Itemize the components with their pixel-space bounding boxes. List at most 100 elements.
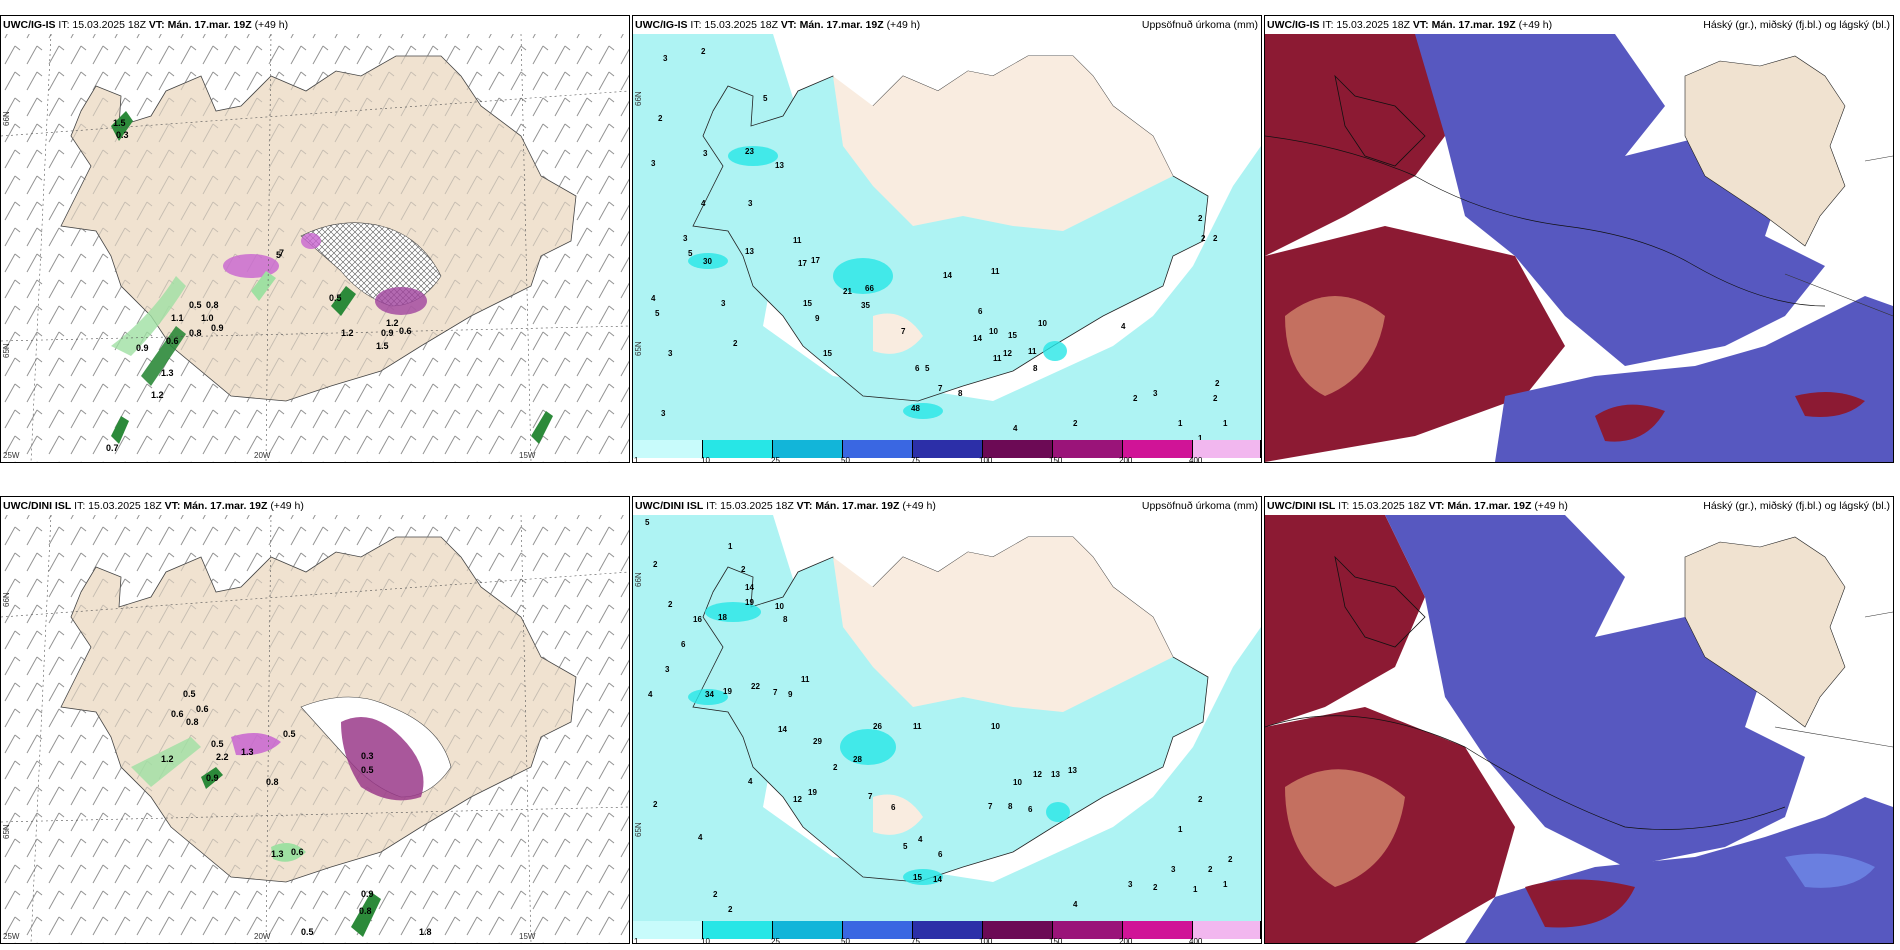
svg-text:9: 9: [788, 690, 793, 699]
scale-swatch: [983, 440, 1053, 458]
svg-text:2: 2: [728, 905, 733, 914]
svg-text:0.6: 0.6: [171, 709, 184, 719]
svg-text:7: 7: [279, 248, 284, 258]
wind-map-panel-row1: UWC/IG-IS IT: 15.03.2025 18Z VT: Mán. 17…: [0, 15, 630, 463]
svg-text:4: 4: [651, 294, 656, 303]
scale-swatch: [1053, 440, 1123, 458]
scale-label: 150: [1049, 456, 1063, 463]
scale-label: 25: [771, 456, 780, 463]
svg-text:5: 5: [655, 309, 660, 318]
panel-header: UWC/DINI ISL IT: 15.03.2025 18Z VT: Mán.…: [3, 500, 304, 512]
svg-text:14: 14: [943, 271, 952, 280]
lat-label-65n: 65N: [634, 341, 643, 356]
precip-title: Uppsöfnuð úrkoma (mm): [1141, 500, 1258, 512]
svg-text:11: 11: [801, 675, 810, 684]
svg-text:2: 2: [1208, 865, 1213, 874]
svg-text:2: 2: [741, 565, 746, 574]
svg-text:0.8: 0.8: [186, 717, 199, 727]
scale-label: 10: [701, 937, 710, 944]
scale-swatch: [1123, 921, 1193, 939]
scale-swatch: [1193, 921, 1261, 939]
scale-swatch: [633, 921, 703, 939]
svg-text:2: 2: [833, 763, 838, 772]
svg-text:2: 2: [668, 600, 673, 609]
svg-text:7: 7: [901, 327, 906, 336]
svg-text:12: 12: [1003, 349, 1012, 358]
svg-text:1: 1: [1178, 419, 1183, 428]
svg-text:11: 11: [913, 722, 922, 731]
cloud-title: Háský (gr.), miðský (fj.bl.) og lágský (…: [1703, 19, 1890, 31]
svg-text:3: 3: [1171, 865, 1176, 874]
panel-header: UWC/IG-IS IT: 15.03.2025 18Z VT: Mán. 17…: [635, 19, 921, 31]
lat-label-66n: 66N: [634, 91, 643, 106]
svg-text:0.8: 0.8: [359, 906, 372, 916]
svg-text:8: 8: [1008, 802, 1013, 811]
svg-text:2: 2: [1213, 394, 1218, 403]
precip-map: 5 2 1 2 2 14 19 10 16 18 8 6 3 4 34 19 2…: [633, 515, 1261, 923]
svg-text:13: 13: [775, 161, 784, 170]
svg-text:8: 8: [1033, 364, 1038, 373]
svg-text:6: 6: [681, 640, 686, 649]
svg-text:5: 5: [925, 364, 930, 373]
lon-label-15w: 15W: [519, 451, 536, 460]
scale-swatch: [1123, 440, 1193, 458]
svg-text:12: 12: [793, 795, 802, 804]
svg-text:2: 2: [1198, 214, 1203, 223]
svg-text:2: 2: [658, 114, 663, 123]
svg-text:17: 17: [811, 256, 820, 265]
svg-text:4: 4: [701, 199, 706, 208]
wind-precip-map: 0.5 0.6 0.6 0.8 0.5 1.2 2.2 1.3 0.5 0.9 …: [1, 514, 629, 943]
svg-text:0.9: 0.9: [381, 328, 394, 338]
svg-text:7: 7: [938, 384, 943, 393]
scale-label: 100: [979, 456, 993, 463]
svg-text:4: 4: [1013, 424, 1018, 433]
svg-text:4: 4: [698, 833, 703, 842]
svg-text:11: 11: [991, 267, 1000, 276]
svg-text:35: 35: [861, 301, 870, 310]
svg-text:30: 30: [703, 257, 712, 266]
wind-map-panel-row2: UWC/DINI ISL IT: 15.03.2025 18Z VT: Mán.…: [0, 496, 630, 944]
scale-swatch: [843, 921, 913, 939]
svg-text:34: 34: [705, 690, 714, 699]
svg-text:10: 10: [991, 722, 1000, 731]
svg-text:0.7: 0.7: [106, 443, 119, 453]
svg-text:0.6: 0.6: [166, 336, 179, 346]
scale-swatch: [1053, 921, 1123, 939]
svg-text:15: 15: [823, 349, 832, 358]
lat-label-66n: 66N: [2, 111, 11, 126]
svg-text:26: 26: [873, 722, 882, 731]
svg-text:3: 3: [721, 299, 726, 308]
svg-text:0.5: 0.5: [329, 293, 342, 303]
scale-label: 400: [1189, 937, 1203, 944]
svg-text:15: 15: [803, 299, 812, 308]
svg-text:0.3: 0.3: [361, 751, 374, 761]
svg-text:0.5: 0.5: [189, 300, 202, 310]
panel-header: UWC/DINI ISL IT: 15.03.2025 18Z VT: Mán.…: [635, 500, 936, 512]
svg-text:15: 15: [913, 873, 922, 882]
svg-text:3: 3: [663, 54, 668, 63]
svg-text:0.8: 0.8: [266, 777, 279, 787]
lat-label-66n: 66N: [634, 572, 643, 587]
svg-text:21: 21: [843, 287, 852, 296]
svg-text:3: 3: [748, 199, 753, 208]
svg-text:3: 3: [668, 349, 673, 358]
panel-header: UWC/DINI ISL IT: 15.03.2025 18Z VT: Mán.…: [1267, 500, 1568, 512]
svg-text:14: 14: [745, 583, 754, 592]
svg-text:5: 5: [903, 842, 908, 851]
svg-text:0.9: 0.9: [136, 343, 149, 353]
svg-text:4: 4: [1121, 322, 1126, 331]
scale-label: 50: [841, 456, 850, 463]
svg-text:10: 10: [989, 327, 998, 336]
cloud-map-panel-row2: UWC/DINI ISL IT: 15.03.2025 18Z VT: Mán.…: [1264, 496, 1894, 944]
svg-text:1.2: 1.2: [341, 328, 354, 338]
svg-text:4: 4: [748, 777, 753, 786]
svg-text:2: 2: [1201, 234, 1206, 243]
wind-precip-map: 1.5 0.3 5 0.5 1.1 1.0 0.8 0.9 0.6 0.8 0.…: [1, 33, 629, 462]
scale-swatch: [773, 440, 843, 458]
svg-text:0.5: 0.5: [301, 927, 314, 937]
svg-text:2: 2: [733, 339, 738, 348]
svg-text:12: 12: [1033, 770, 1042, 779]
svg-text:1.3: 1.3: [271, 849, 284, 859]
svg-text:0.6: 0.6: [291, 847, 304, 857]
svg-text:0.9: 0.9: [211, 323, 224, 333]
